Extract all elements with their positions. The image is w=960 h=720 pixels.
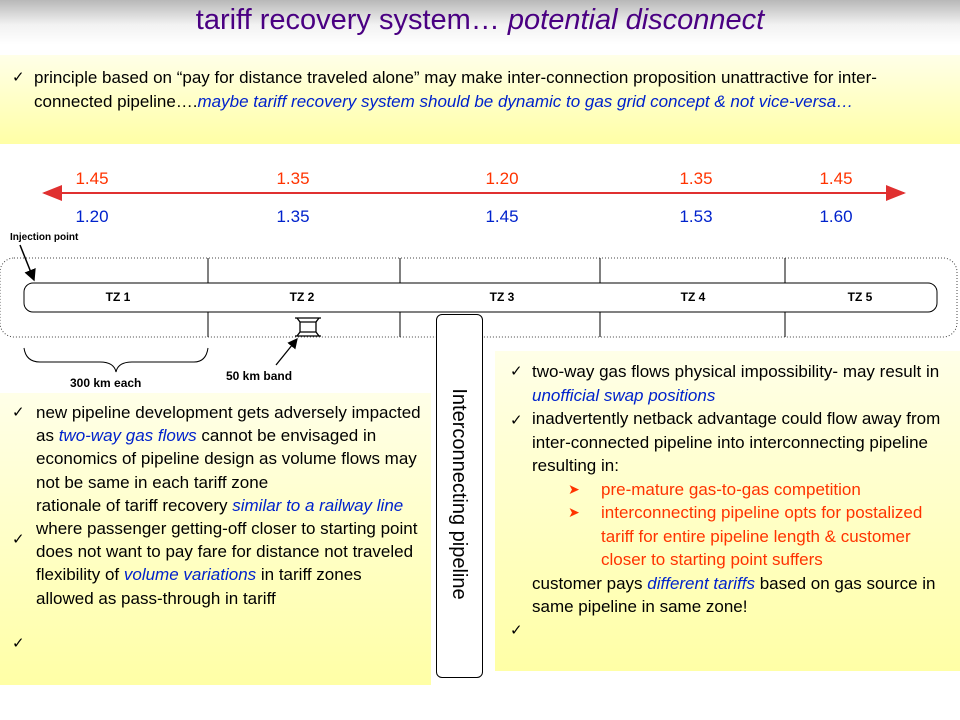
tariff-top-2: 1.35 xyxy=(276,169,310,188)
title-bar xyxy=(0,0,960,45)
emphasis: different tariffs xyxy=(647,573,755,593)
text: based on gas source in same pipeline in … xyxy=(532,573,936,617)
left-bullet-list: new pipeline development gets adversely … xyxy=(36,401,422,610)
right-highlight-box xyxy=(495,351,960,671)
main-pipeline xyxy=(23,282,938,313)
text: inadvertently netback advantage could fl… xyxy=(532,409,941,475)
emphasis: two-way gas flows xyxy=(58,426,197,446)
tariff-bottom-3: 1.45 xyxy=(485,207,519,226)
zone-label-4: TZ 4 xyxy=(680,290,706,304)
right-bullet-list: two-way gas flows physical impossibility… xyxy=(532,360,952,619)
right-bullet-1: two-way gas flows physical impossibility… xyxy=(532,360,952,407)
title-main: tariff recovery system… xyxy=(195,4,500,36)
tariff-bottom-1: 1.20 xyxy=(75,207,109,226)
band-pointer-arrow xyxy=(275,337,298,366)
right-bullet-2: inadvertently netback advantage could fl… xyxy=(532,407,952,478)
zone-label-3: TZ 3 xyxy=(489,290,515,304)
zone-label-1: TZ 1 xyxy=(105,290,131,304)
top-bullet: principle based on “pay for distance tra… xyxy=(34,66,934,113)
slide-title: tariff recovery system… potential discon… xyxy=(0,4,960,37)
left-bullet-3: flexibility of volume variations in tari… xyxy=(36,563,422,609)
zone-length-label: 300 km each xyxy=(70,376,142,390)
left-highlight-box xyxy=(0,393,431,685)
text: pre-mature gas-to-gas competition xyxy=(601,479,861,499)
top-highlight-box xyxy=(0,55,960,144)
emphasis: similar to a railway line xyxy=(232,495,404,515)
emphasis: unofficial swap positions xyxy=(532,385,716,405)
tariff-top-1: 1.45 xyxy=(75,169,109,188)
injection-point-label: Injection point xyxy=(10,232,79,243)
band-double-arrow xyxy=(296,317,320,337)
check-icon: ✓ xyxy=(510,363,523,380)
left-bullet-1: new pipeline development gets adversely … xyxy=(36,401,422,494)
title-emphasis: potential disconnect xyxy=(507,4,765,36)
tariff-top-4: 1.35 xyxy=(679,169,713,188)
text: rationale of tariff recovery xyxy=(36,495,233,515)
check-icon: ✓ xyxy=(12,635,25,652)
check-icon: ✓ xyxy=(12,404,25,421)
tariff-bottom-4: 1.53 xyxy=(679,207,713,226)
text: new pipeline development gets adversely … xyxy=(36,403,421,446)
right-sub-bullet-2: ➤ interconnecting pipeline opts for posta… xyxy=(532,501,952,572)
check-icon: ✓ xyxy=(510,412,523,429)
arrow-bullet-icon: ➤ xyxy=(568,504,580,520)
zone-length-brace xyxy=(23,347,209,373)
emphasis: volume variations xyxy=(123,565,257,585)
text: in tariff zones allowed as pass-through … xyxy=(36,565,362,608)
interconnecting-pipeline xyxy=(436,314,483,678)
text: where passenger getting-off closer to st… xyxy=(36,519,418,562)
right-sub-bullet-1: ➤ pre-mature gas-to-gas competition xyxy=(532,478,952,502)
tariff-bottom-5: 1.60 xyxy=(819,207,853,226)
tariff-top-3: 1.20 xyxy=(485,169,519,188)
top-bullet-emphasis: maybe tariff recovery system should be d… xyxy=(197,91,854,111)
tariff-bottom-2: 1.35 xyxy=(276,207,310,226)
check-icon: ✓ xyxy=(12,531,25,548)
tariff-top-5: 1.45 xyxy=(819,169,853,188)
text: interconnecting pipeline opts for postal… xyxy=(601,503,923,569)
text: flexibility of xyxy=(36,565,124,585)
left-bullet-2: rationale of tariff recovery similar to … xyxy=(36,494,422,564)
check-icon: ✓ xyxy=(12,69,25,86)
text: cannot be envisaged in economics of pipe… xyxy=(36,426,417,492)
zone-label-5: TZ 5 xyxy=(847,290,873,304)
text: two-way gas flows physical impossibility… xyxy=(532,362,940,381)
injection-point-arrow xyxy=(19,244,36,282)
arrow-bullet-icon: ➤ xyxy=(568,480,580,497)
right-bullet-3: customer pays different tariffs based on… xyxy=(532,572,952,619)
top-bullet-text: principle based on “pay for distance tra… xyxy=(34,68,877,111)
check-icon: ✓ xyxy=(510,622,523,639)
band-label: 50 km band xyxy=(226,369,293,383)
interconnecting-pipeline-label: Interconnecting pipeline xyxy=(448,388,470,600)
zone-label-2: TZ 2 xyxy=(289,290,315,304)
text: customer pays xyxy=(532,573,648,593)
